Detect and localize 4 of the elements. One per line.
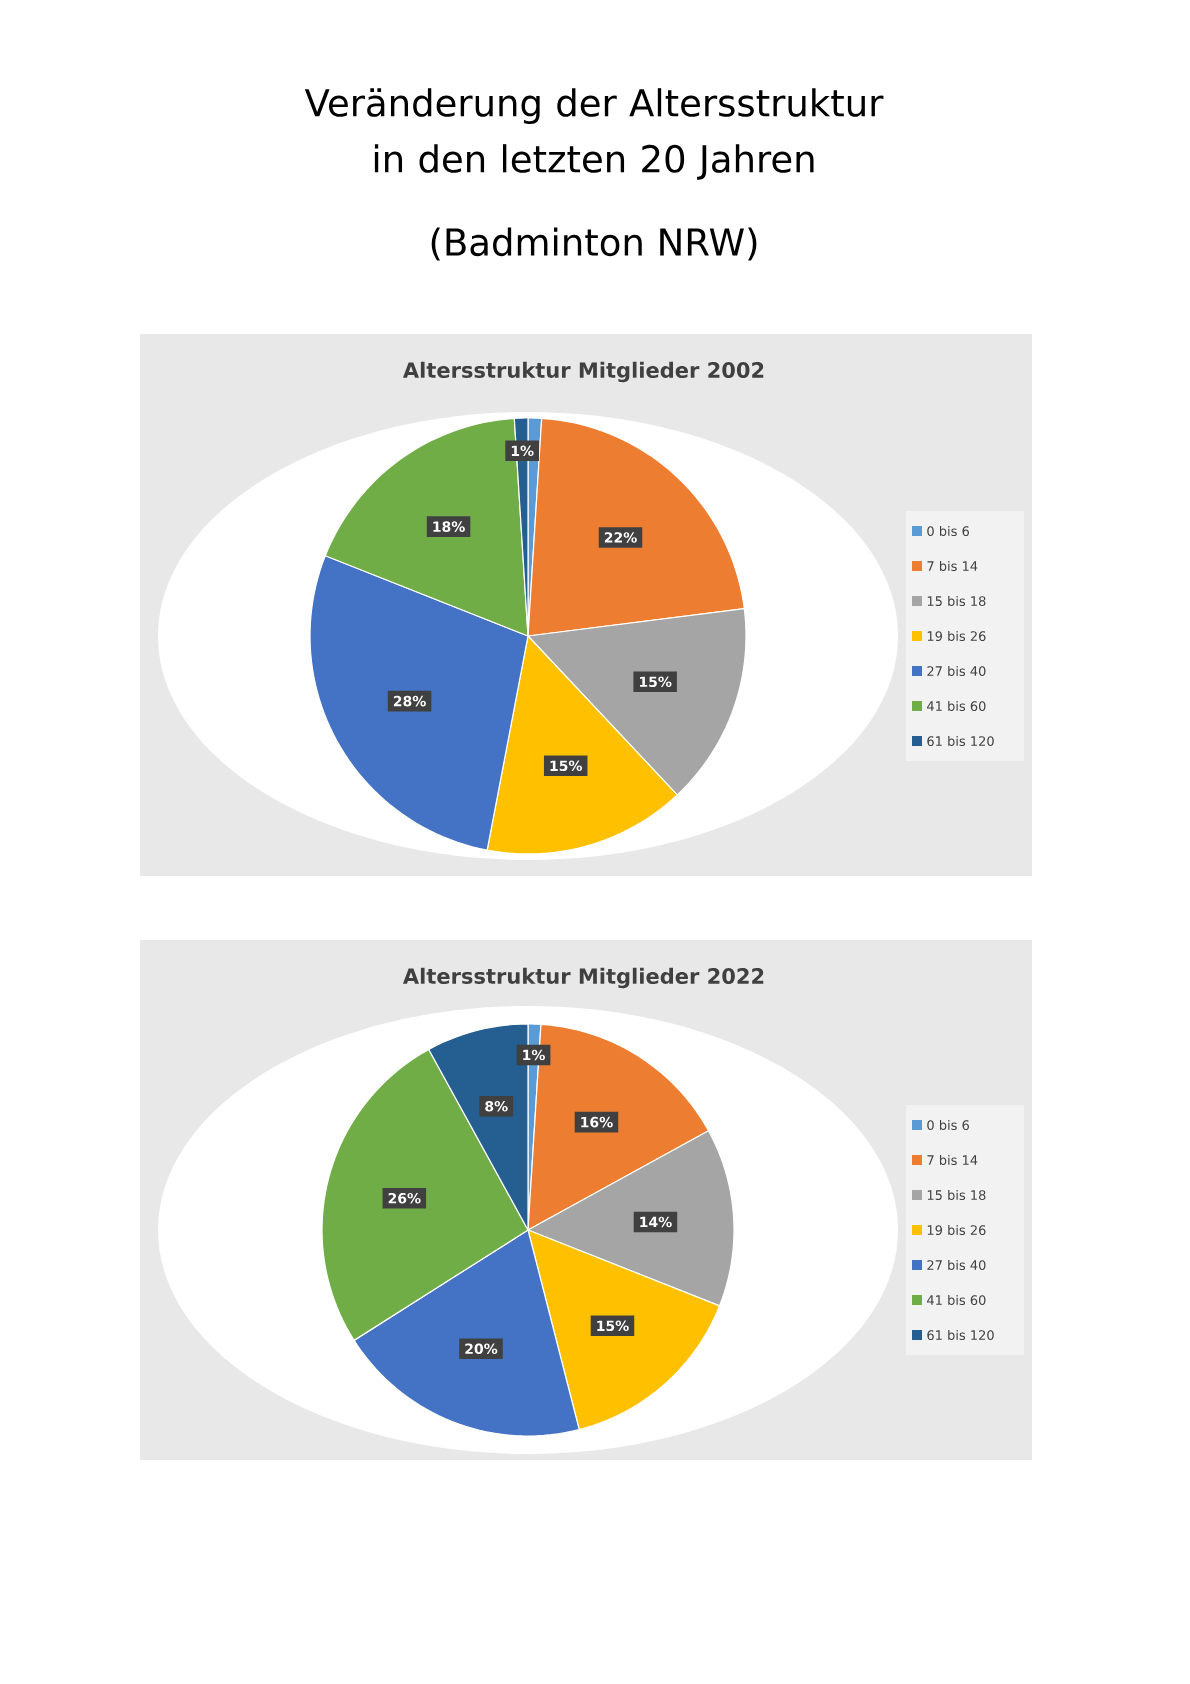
text: (Badminton NRW)	[431, 227, 757, 261]
chart-title: Altersstruktur Mitglieder 2002	[402, 361, 764, 383]
text: Veränderung der Altersstruktur in den letzten 20 Jahren	[304, 88, 884, 180]
chart-title: Altersstruktur Mitglieder 2022	[402, 967, 764, 989]
